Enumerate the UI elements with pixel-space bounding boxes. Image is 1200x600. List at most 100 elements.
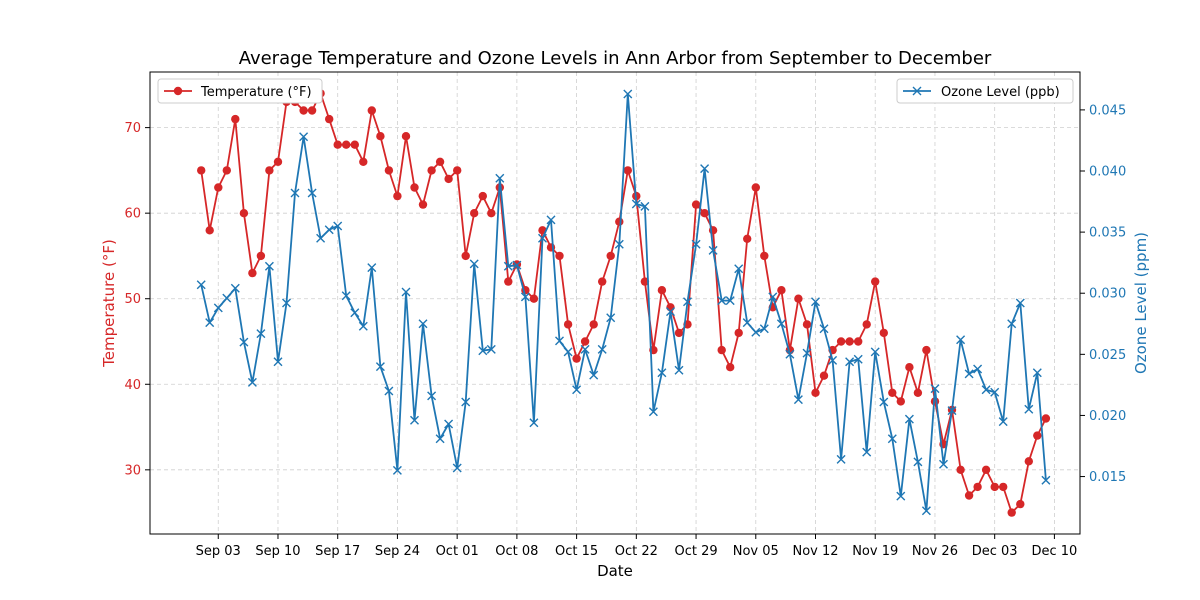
data-point: [939, 459, 948, 469]
data-point: [802, 348, 812, 358]
data-point: [879, 328, 888, 338]
data-point: [990, 482, 999, 492]
series-ozone: [196, 89, 1051, 516]
x-tick-label: Oct 15: [555, 544, 598, 559]
data-point: [393, 191, 402, 201]
data-point: [845, 357, 855, 367]
data-point: [495, 173, 505, 183]
data-point: [486, 344, 496, 354]
data-point: [973, 364, 983, 374]
data-point: [631, 199, 641, 209]
data-point: [427, 166, 436, 175]
data-point: [367, 106, 376, 115]
data-point: [1033, 431, 1042, 440]
y-left-tick-label: 50: [124, 292, 141, 307]
data-point: [734, 264, 744, 274]
legend-temperature-marker: [173, 86, 183, 96]
data-point: [700, 209, 709, 218]
data-point: [683, 297, 692, 307]
data-point: [333, 221, 343, 231]
data-point: [717, 296, 727, 306]
data-point: [836, 454, 846, 464]
y-axis-left-label: Temperature (°F): [100, 239, 118, 368]
data-point: [341, 291, 351, 301]
y-right-tick-label: 0.020: [1089, 409, 1126, 424]
data-point: [896, 397, 905, 406]
data-point: [828, 355, 838, 365]
data-point: [435, 157, 445, 166]
data-point: [853, 354, 863, 364]
data-point: [802, 320, 812, 329]
data-point: [862, 320, 871, 329]
data-point: [444, 174, 453, 184]
data-point: [734, 328, 743, 338]
data-point: [461, 397, 471, 407]
data-point: [913, 388, 923, 397]
chart-title: Average Temperature and Ozone Levels in …: [239, 48, 992, 69]
data-point: [435, 434, 445, 444]
data-point: [410, 415, 419, 425]
data-point: [205, 318, 215, 328]
data-point: [1007, 319, 1017, 329]
data-point: [956, 335, 966, 345]
data-point: [615, 217, 624, 226]
data-point: [973, 482, 982, 492]
data-point: [384, 386, 394, 396]
data-point: [700, 164, 710, 174]
data-point: [905, 363, 914, 372]
data-point: [213, 303, 223, 313]
data-point: [862, 447, 872, 457]
data-point: [793, 395, 803, 405]
data-point: [214, 183, 223, 192]
y-axis-right: 0.015 0.020 0.025 0.030 0.035 0.040 0.045: [1080, 103, 1126, 485]
data-point: [879, 397, 889, 407]
data-point: [529, 418, 539, 428]
data-point: [256, 329, 266, 339]
legend-ozone-box: [896, 78, 1074, 104]
data-point: [606, 313, 616, 323]
data-point: [239, 209, 249, 218]
data-point: [376, 132, 385, 141]
x-axis-label: Date: [597, 562, 633, 580]
x-tick-label: Sep 24: [375, 544, 420, 559]
data-point: [674, 365, 684, 375]
data-point: [777, 286, 786, 295]
data-point: [964, 491, 974, 500]
data-point: [264, 261, 274, 271]
data-point: [512, 260, 522, 270]
data-point: [350, 140, 359, 149]
data-point: [350, 308, 360, 318]
data-point: [614, 239, 624, 249]
data-point: [478, 191, 487, 201]
data-point: [751, 327, 761, 337]
series-line: [200, 93, 1047, 512]
data-point: [197, 166, 206, 175]
data-point: [367, 263, 377, 273]
series-line: [200, 92, 1047, 514]
data-point: [990, 387, 1000, 397]
x-tick-label: Sep 03: [196, 544, 241, 559]
data-point: [947, 406, 957, 416]
data-point: [580, 337, 590, 346]
data-point: [359, 157, 368, 166]
data-point: [384, 166, 394, 175]
data-point: [623, 89, 633, 99]
data-point: [470, 209, 479, 218]
data-point: [589, 320, 598, 329]
data-point: [452, 463, 462, 473]
x-tick-label: Nov 19: [852, 544, 898, 559]
data-point: [580, 344, 590, 354]
data-point: [845, 337, 854, 346]
series-layer: [196, 89, 1051, 517]
series-temperature: [197, 89, 1051, 517]
data-point: [418, 319, 428, 329]
data-point: [623, 166, 632, 175]
data-point: [572, 354, 581, 363]
data-point: [401, 132, 411, 141]
data-point: [401, 287, 411, 297]
data-point: [555, 336, 564, 346]
data-point: [589, 370, 599, 380]
x-tick-label: Dec 10: [1031, 544, 1077, 559]
data-point: [759, 324, 769, 334]
data-point: [572, 385, 582, 395]
